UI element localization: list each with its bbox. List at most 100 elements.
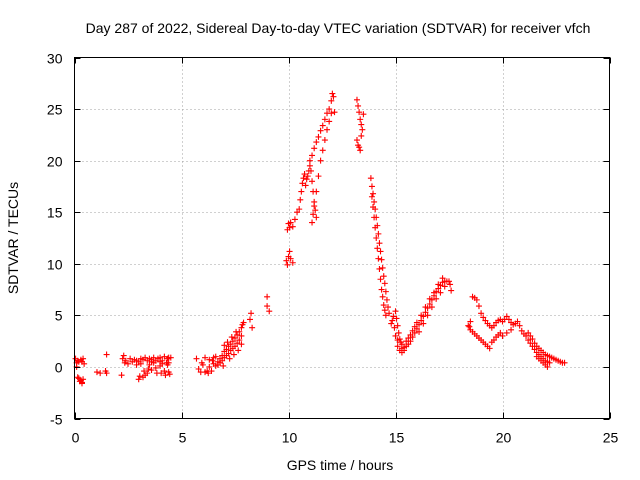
data-point bbox=[302, 182, 309, 189]
data-point bbox=[227, 341, 234, 348]
data-point bbox=[142, 372, 149, 379]
data-point bbox=[80, 376, 87, 383]
data-point bbox=[198, 359, 205, 366]
data-point bbox=[228, 334, 235, 341]
data-point bbox=[437, 289, 444, 296]
x-tick-label: 20 bbox=[496, 430, 512, 446]
axis-ticks: 0 5 10 15 20 25 -5 0 5 10 15 20 25 30 bbox=[47, 51, 619, 446]
data-point bbox=[505, 316, 512, 323]
data-point bbox=[393, 315, 400, 322]
data-point bbox=[230, 351, 237, 358]
data-point bbox=[431, 289, 438, 296]
data-point bbox=[497, 329, 504, 336]
data-point bbox=[221, 342, 228, 349]
data-point bbox=[208, 368, 215, 375]
data-point bbox=[525, 337, 532, 344]
data-point bbox=[193, 355, 200, 362]
data-point bbox=[525, 329, 532, 336]
data-point bbox=[503, 329, 510, 336]
data-point bbox=[294, 209, 301, 216]
data-point bbox=[367, 175, 374, 182]
data-point bbox=[148, 358, 155, 365]
data-point bbox=[372, 224, 379, 231]
data-point bbox=[360, 111, 367, 118]
data-point bbox=[165, 359, 172, 366]
data-point bbox=[330, 93, 337, 100]
data-point bbox=[376, 240, 383, 247]
x-tick-label: 15 bbox=[389, 430, 405, 446]
data-point bbox=[224, 339, 231, 346]
data-point bbox=[531, 346, 538, 353]
grid bbox=[74, 57, 610, 419]
data-point bbox=[422, 304, 429, 311]
data-point bbox=[331, 109, 338, 116]
data-point bbox=[353, 96, 360, 103]
data-point bbox=[398, 345, 405, 352]
data-point bbox=[382, 288, 389, 295]
data-point bbox=[416, 328, 423, 335]
data-point bbox=[321, 116, 328, 123]
y-tick-label: -5 bbox=[50, 412, 63, 428]
x-tick-label: 25 bbox=[603, 430, 619, 446]
data-point bbox=[370, 190, 377, 197]
data-point bbox=[74, 374, 81, 381]
data-point bbox=[310, 211, 317, 218]
data-point bbox=[125, 360, 131, 367]
data-point bbox=[447, 281, 454, 288]
data-point bbox=[119, 355, 126, 362]
data-point bbox=[301, 171, 308, 178]
data-point bbox=[390, 313, 397, 320]
data-point bbox=[392, 332, 399, 339]
data-point bbox=[264, 303, 271, 310]
data-point bbox=[377, 248, 384, 255]
data-point bbox=[389, 317, 396, 324]
data-point bbox=[266, 308, 273, 315]
data-point bbox=[136, 373, 143, 380]
data-point bbox=[103, 351, 110, 358]
data-point bbox=[411, 323, 418, 330]
data-point bbox=[298, 188, 305, 195]
data-point bbox=[315, 173, 322, 180]
data-point bbox=[418, 317, 425, 324]
data-point bbox=[499, 332, 506, 339]
data-point bbox=[317, 127, 324, 134]
data-point bbox=[103, 370, 110, 377]
data-point bbox=[249, 324, 256, 331]
data-point bbox=[355, 102, 362, 109]
data-point bbox=[386, 310, 393, 317]
data-point bbox=[446, 278, 452, 285]
series-group bbox=[367, 175, 455, 356]
data-point bbox=[378, 286, 385, 293]
data-point bbox=[428, 304, 435, 311]
data-point bbox=[118, 372, 125, 379]
data-point bbox=[368, 183, 375, 190]
data-point bbox=[391, 324, 398, 331]
data-point bbox=[264, 293, 271, 300]
data-point bbox=[480, 314, 487, 321]
data-point bbox=[209, 357, 216, 364]
data-point bbox=[405, 335, 412, 342]
data-point bbox=[375, 255, 382, 262]
data-point bbox=[544, 363, 551, 370]
data-point bbox=[223, 346, 230, 353]
data-point bbox=[503, 313, 510, 320]
data-point bbox=[358, 132, 365, 139]
data-point bbox=[392, 308, 399, 315]
y-axis-label: SDTVAR / TECUs bbox=[5, 182, 21, 294]
data-point bbox=[167, 354, 174, 361]
data-point bbox=[518, 327, 525, 334]
data-point bbox=[133, 361, 140, 368]
data-point bbox=[353, 137, 360, 144]
data-point bbox=[379, 293, 386, 300]
data-point bbox=[238, 341, 245, 348]
data-point bbox=[283, 257, 290, 264]
data-point bbox=[409, 327, 416, 334]
data-point bbox=[146, 361, 153, 368]
data-point bbox=[379, 264, 386, 271]
data-point bbox=[413, 319, 420, 326]
data-point bbox=[313, 139, 320, 146]
x-tick-label: 5 bbox=[179, 430, 187, 446]
data-point bbox=[195, 365, 202, 372]
data-point bbox=[309, 152, 316, 159]
data-point bbox=[313, 214, 320, 221]
